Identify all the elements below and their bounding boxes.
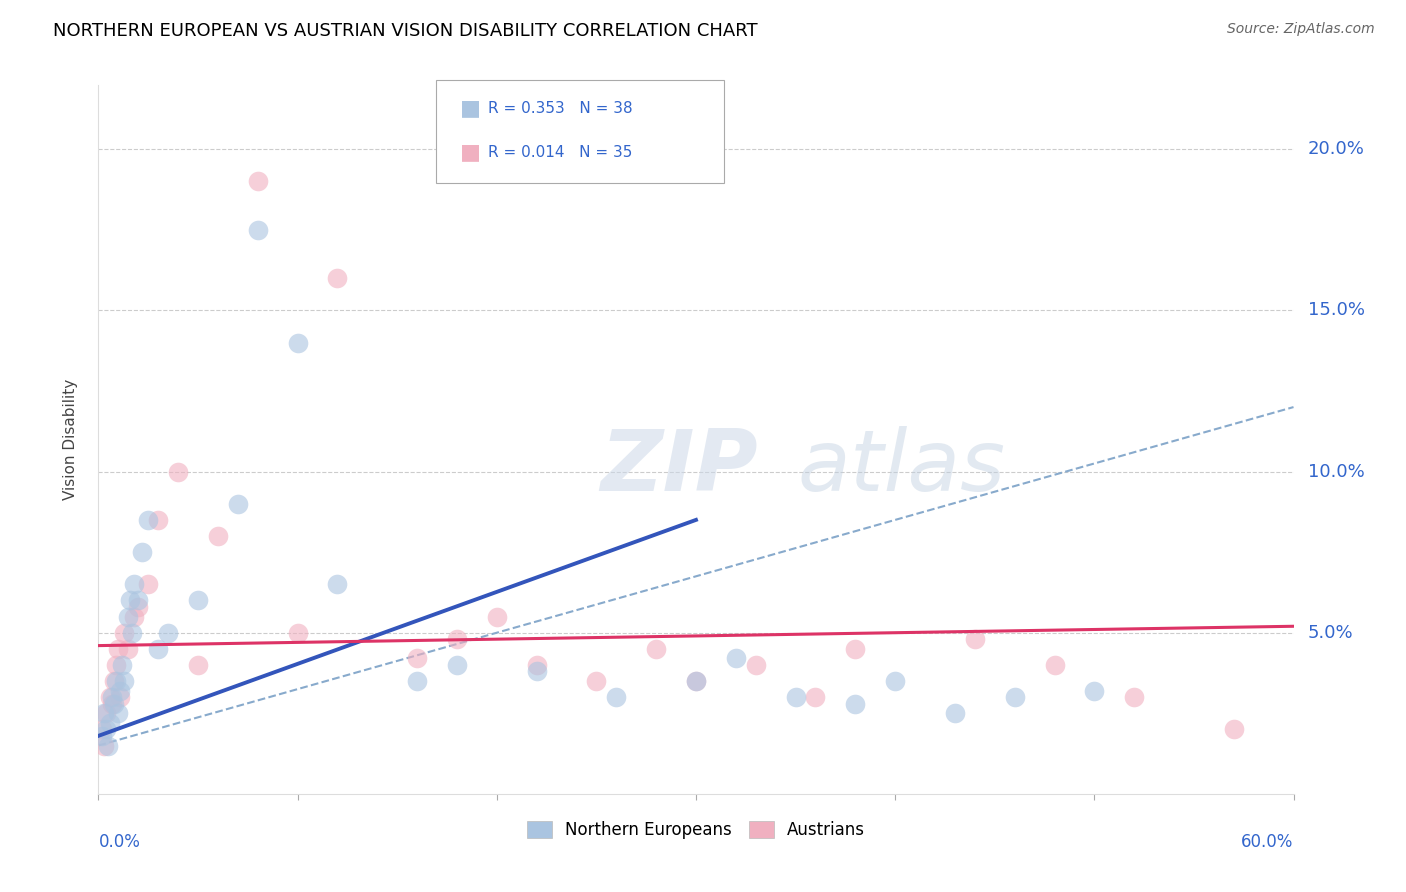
- Point: [207, 529, 229, 543]
- Point: [1223, 723, 1246, 737]
- Point: [124, 577, 146, 591]
- Point: [446, 632, 468, 647]
- Point: [745, 657, 768, 672]
- Point: [148, 641, 170, 656]
- Point: [943, 706, 966, 721]
- Point: [112, 674, 135, 689]
- Point: [226, 497, 249, 511]
- Point: [112, 625, 135, 640]
- Point: [187, 657, 209, 672]
- Point: [1123, 690, 1146, 705]
- Point: [406, 674, 429, 689]
- Text: Source: ZipAtlas.com: Source: ZipAtlas.com: [1227, 22, 1375, 37]
- Point: [98, 715, 122, 730]
- Point: [884, 674, 907, 689]
- Point: [103, 697, 125, 711]
- Text: 15.0%: 15.0%: [1308, 301, 1365, 319]
- Point: [136, 513, 159, 527]
- Text: 60.0%: 60.0%: [1241, 833, 1294, 851]
- Point: [97, 739, 120, 753]
- Text: atlas: atlas: [797, 426, 1005, 509]
- Point: [187, 593, 209, 607]
- Point: [446, 657, 468, 672]
- Text: ■: ■: [460, 98, 481, 118]
- Point: [246, 223, 269, 237]
- Point: [406, 651, 429, 665]
- Point: [105, 657, 128, 672]
- Point: [287, 335, 309, 350]
- Point: [110, 690, 132, 705]
- Text: 0.0%: 0.0%: [98, 833, 141, 851]
- Point: [1083, 683, 1105, 698]
- Legend: Northern Europeans, Austrians: Northern Europeans, Austrians: [520, 814, 872, 846]
- Point: [963, 632, 986, 647]
- Point: [98, 690, 122, 705]
- Point: [844, 697, 866, 711]
- Point: [605, 690, 627, 705]
- Point: [124, 609, 146, 624]
- Point: [1004, 690, 1026, 705]
- Point: [111, 657, 134, 672]
- Point: [117, 609, 139, 624]
- Point: [131, 545, 153, 559]
- Point: [96, 706, 118, 721]
- Point: [107, 641, 129, 656]
- Text: NORTHERN EUROPEAN VS AUSTRIAN VISION DISABILITY CORRELATION CHART: NORTHERN EUROPEAN VS AUSTRIAN VISION DIS…: [53, 22, 758, 40]
- Point: [101, 697, 124, 711]
- Point: [804, 690, 827, 705]
- Text: 5.0%: 5.0%: [1308, 624, 1354, 641]
- Point: [167, 465, 190, 479]
- Point: [136, 577, 159, 591]
- Point: [326, 577, 349, 591]
- Point: [117, 641, 139, 656]
- Point: [93, 706, 115, 721]
- Point: [110, 683, 132, 698]
- Text: 10.0%: 10.0%: [1308, 463, 1365, 481]
- Point: [101, 690, 124, 705]
- Point: [96, 723, 118, 737]
- Point: [148, 513, 170, 527]
- Point: [91, 723, 114, 737]
- Text: R = 0.014   N = 35: R = 0.014 N = 35: [488, 145, 633, 160]
- Point: [103, 674, 125, 689]
- Point: [724, 651, 747, 665]
- Point: [1043, 657, 1066, 672]
- Point: [157, 625, 180, 640]
- Point: [685, 674, 707, 689]
- Point: [120, 593, 142, 607]
- Point: [526, 657, 548, 672]
- Point: [326, 271, 349, 285]
- Point: [121, 625, 143, 640]
- Point: [127, 593, 149, 607]
- Text: R = 0.353   N = 38: R = 0.353 N = 38: [488, 101, 633, 116]
- Point: [107, 706, 129, 721]
- Point: [685, 674, 707, 689]
- Point: [585, 674, 607, 689]
- Text: ■: ■: [460, 142, 481, 162]
- Point: [485, 609, 508, 624]
- Point: [127, 599, 149, 614]
- Point: [105, 674, 128, 689]
- Point: [91, 729, 114, 743]
- Point: [526, 665, 548, 679]
- Y-axis label: Vision Disability: Vision Disability: [63, 379, 77, 500]
- Point: [844, 641, 866, 656]
- Point: [93, 739, 115, 753]
- Point: [246, 174, 269, 188]
- Point: [785, 690, 807, 705]
- Text: ZIP: ZIP: [600, 426, 758, 509]
- Text: 20.0%: 20.0%: [1308, 140, 1365, 158]
- Point: [645, 641, 668, 656]
- Point: [287, 625, 309, 640]
